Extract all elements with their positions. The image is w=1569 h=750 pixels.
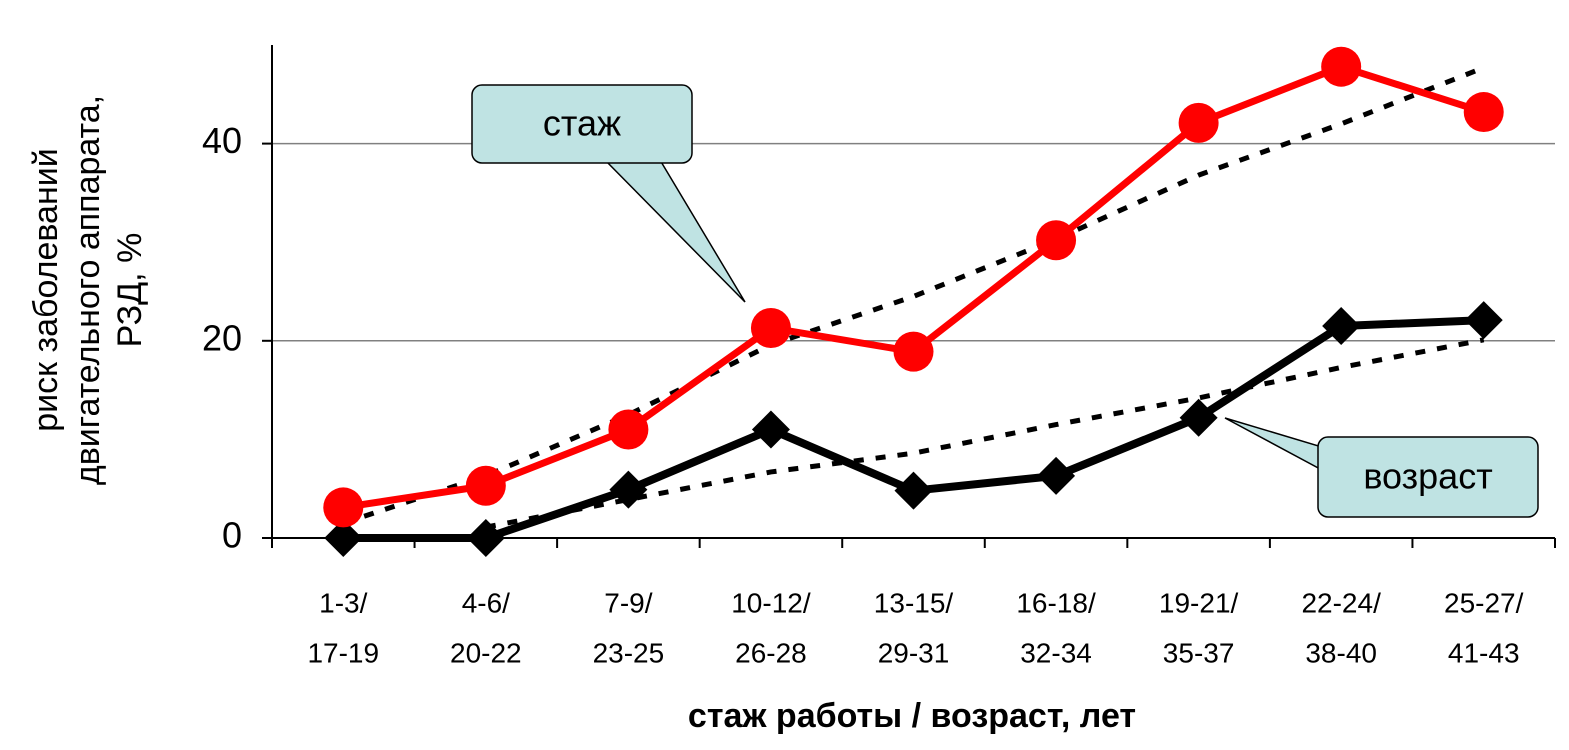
trend-line xyxy=(342,65,1485,526)
callout-label: возраст xyxy=(1363,456,1492,497)
x-tick-label: 41-43 xyxy=(1448,637,1520,668)
marker xyxy=(466,519,505,557)
y-label-line: РЗД, % xyxy=(111,233,149,348)
marker xyxy=(608,409,649,450)
marker xyxy=(324,519,363,557)
marker xyxy=(1179,398,1218,437)
x-tick-label: 7-9/ xyxy=(604,587,652,618)
x-tick-label: 35-37 xyxy=(1163,637,1235,668)
marker xyxy=(1037,456,1076,495)
marker xyxy=(894,471,933,510)
callout-box xyxy=(1317,436,1539,518)
marker xyxy=(893,331,934,372)
marker xyxy=(1321,46,1362,87)
y-label-line: риск заболеваний xyxy=(27,148,65,431)
y-axis-label: риск заболеваний двигательного аппарата,… xyxy=(27,95,149,485)
y-tick-label: 0 xyxy=(222,515,242,556)
marker xyxy=(751,410,790,449)
x-tick-label: 23-25 xyxy=(593,637,665,668)
y-tick-label: 20 xyxy=(202,317,242,358)
marker xyxy=(1464,301,1503,340)
x-tick-label: 4-6/ xyxy=(462,587,510,618)
marker xyxy=(1036,220,1077,261)
marker xyxy=(465,465,506,506)
x-tick-label: 16-18/ xyxy=(1016,587,1096,618)
marker xyxy=(750,307,791,348)
marker xyxy=(1463,92,1504,133)
callout-box xyxy=(471,84,693,164)
trend-line xyxy=(485,337,1485,530)
x-tick-label: 22-24/ xyxy=(1301,587,1381,618)
x-axis-label: стаж работы / возраст, лет xyxy=(688,697,1136,735)
x-tick-label: 17-19 xyxy=(307,637,379,668)
y-tick-label: 40 xyxy=(202,120,242,161)
x-tick-label: 10-12/ xyxy=(731,587,811,618)
x-tick-label: 32-34 xyxy=(1020,637,1092,668)
callout-pointer xyxy=(1224,417,1323,472)
x-tick-label: 19-21/ xyxy=(1159,587,1239,618)
x-tick-label: 1-3/ xyxy=(319,587,367,618)
x-tick-label: 26-28 xyxy=(735,637,807,668)
marker xyxy=(1178,102,1219,143)
y-label-line: двигательного аппарата, xyxy=(69,95,107,485)
x-tick-label: 38-40 xyxy=(1305,637,1377,668)
callout-pointer xyxy=(603,159,746,303)
x-tick-label: 25-27/ xyxy=(1444,587,1524,618)
marker xyxy=(1322,307,1361,346)
marker xyxy=(323,487,364,528)
x-tick-label: 20-22 xyxy=(450,637,522,668)
marker xyxy=(609,470,648,509)
callout-label: стаж xyxy=(543,103,621,144)
x-tick-label: 29-31 xyxy=(878,637,950,668)
plot-area: 0 20 40 1-3/17-19 4-6/20-22 7-9/23-25 10-12/26… xyxy=(202,45,1556,668)
x-tick-label: 13-15/ xyxy=(874,587,954,618)
